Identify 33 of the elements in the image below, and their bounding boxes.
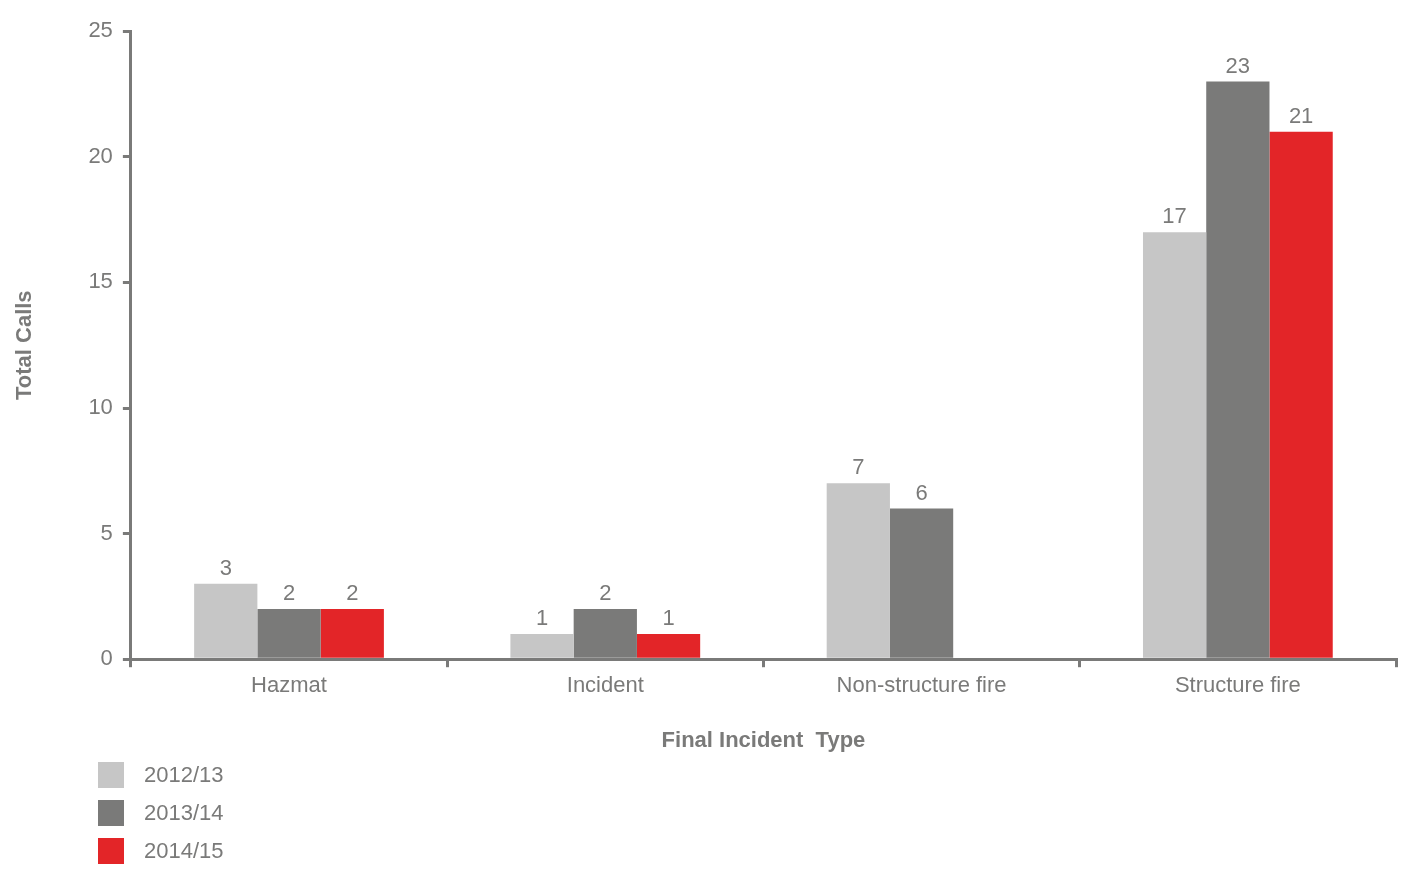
bar [1142,232,1207,658]
data-label: 7 [852,454,865,480]
x-tick-label: Non-structure fire [836,672,1007,698]
legend-label: 2013/14 [144,800,224,826]
data-label: 3 [219,554,232,580]
x-tick-label: Hazmat [251,672,327,698]
legend-label: 2014/15 [144,838,224,864]
data-label: 2 [346,580,359,606]
x-tick-label: Incident [566,672,644,698]
y-tick-label: 20 [88,142,113,168]
bar [320,608,384,658]
legend-label: 2012/13 [144,762,224,788]
y-tick-label: 15 [88,268,113,294]
data-label: 1 [662,605,675,631]
y-tick-label: 0 [100,645,113,671]
bar [1269,131,1333,658]
y-axis-title: Total Calls [11,290,37,401]
bar [826,483,890,658]
data-label: 2 [282,580,296,606]
data-label: 17 [1162,203,1187,229]
x-tick-label: Structure fire [1174,672,1301,698]
data-label: 1 [535,605,549,631]
data-label: 2 [599,580,612,606]
data-label: 6 [915,479,928,505]
bar [194,583,258,658]
y-tick-label: 5 [100,519,113,545]
y-tick-label: 25 [88,17,113,43]
y-tick-label: 10 [88,394,113,420]
bar [510,634,574,658]
bar [636,634,701,658]
x-axis-title: Final Incident Type [661,726,866,752]
data-label: 21 [1288,102,1314,128]
data-label: 23 [1225,52,1251,78]
